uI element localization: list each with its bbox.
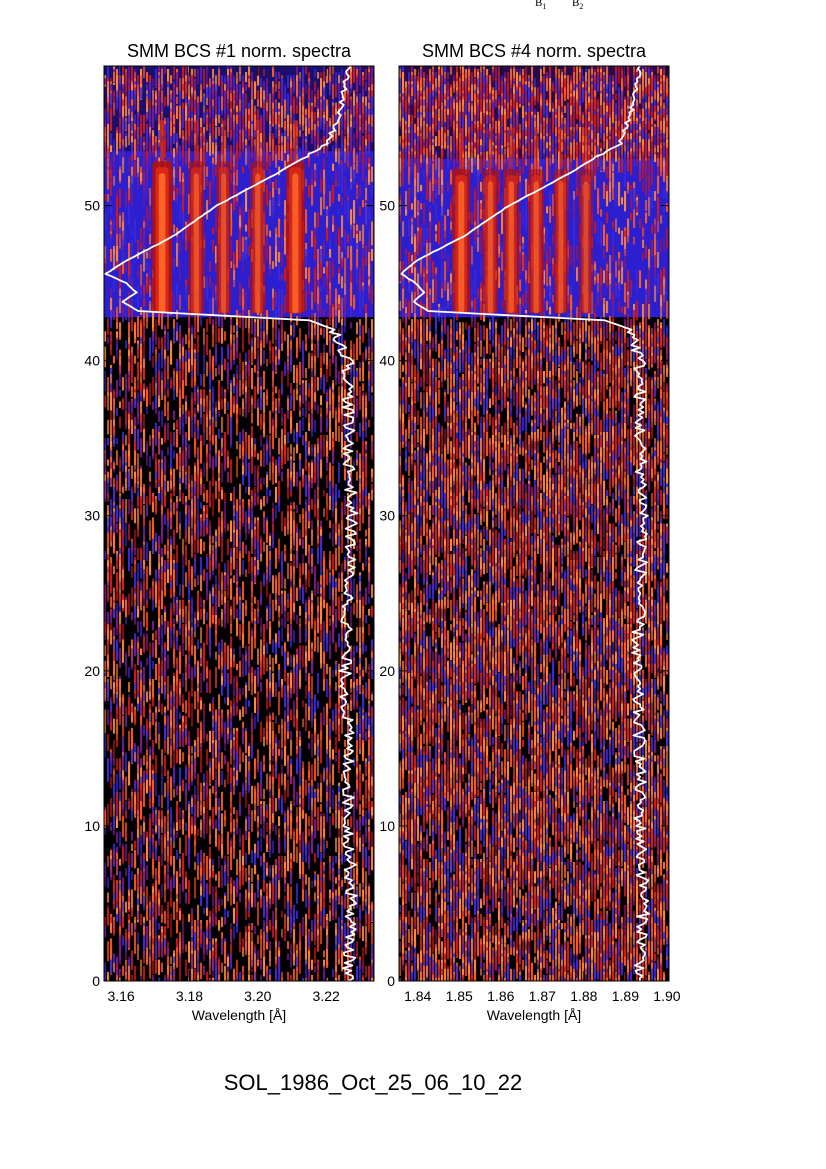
lightcurve-layer: [400, 66, 651, 981]
emission-line-tail: [534, 128, 539, 169]
plot-frame: [103, 65, 375, 982]
top-label-b1: B1: [535, 0, 546, 11]
lightcurve-line: [400, 66, 651, 981]
emission-line: [221, 173, 226, 314]
event-id-footer: SOL_1986_Oct_25_06_10_22: [224, 1070, 522, 1095]
axes: 0 10 20 30 40 50 3.16 3.18 3.20 3.22: [84, 66, 374, 1004]
y-tick-label: 0: [92, 973, 100, 989]
x-tick-label: 1.88: [570, 988, 597, 1004]
x-tick-label: 3.16: [107, 988, 134, 1004]
emission-line-tail: [559, 128, 563, 169]
emission-line-tail: [160, 120, 165, 162]
y-tick-label: 10: [379, 818, 395, 834]
emission-line-tail: [293, 120, 298, 162]
panel-bcs4: SMM BCS #4 norm. spectra 0 10 20 30 40 50 1.84…: [379, 41, 680, 1023]
emission-line: [458, 181, 465, 314]
y-tick-label: 50: [84, 198, 100, 214]
y-tick-label: 30: [84, 508, 100, 524]
emission-line-tail: [255, 120, 260, 162]
y-tick-label: 10: [84, 818, 100, 834]
x-tick-label: 1.85: [446, 988, 473, 1004]
y-tick-label: 50: [379, 198, 395, 214]
emission-line-tail: [509, 128, 514, 169]
emission-line: [508, 181, 514, 314]
x-tick-label: 3.22: [313, 988, 340, 1004]
emission-line: [583, 181, 589, 314]
emission-line-tail: [221, 120, 226, 162]
emission-line: [255, 173, 261, 314]
panel-title: SMM BCS #1 norm. spectra: [127, 41, 352, 61]
y-tick-label: 20: [84, 663, 100, 679]
x-tick-label: 3.20: [244, 988, 271, 1004]
y-tick-label: 40: [379, 353, 395, 369]
lightcurve-line: [104, 66, 359, 981]
x-tick-label: 3.18: [176, 988, 203, 1004]
x-tick-label: 1.90: [653, 988, 680, 1004]
x-tick-label: 1.89: [612, 988, 639, 1004]
top-label-b2: B2: [572, 0, 583, 11]
y-tick-label: 20: [379, 663, 395, 679]
emission-line: [292, 173, 299, 314]
y-tick-label: 40: [84, 353, 100, 369]
axes: 0 10 20 30 40 50 1.84 1.85 1.86 1.87 1.88 1.89 1.90: [379, 66, 681, 1004]
y-tick-label: 0: [387, 973, 395, 989]
noise-speckles: [399, 66, 669, 981]
emission-line-tail: [194, 120, 199, 162]
heatmap: [104, 66, 374, 981]
emission-line-tail: [583, 128, 588, 169]
emission-line: [158, 173, 166, 314]
plot-frame: [398, 65, 670, 982]
x-axis-label: Wavelength [Å]: [192, 1007, 286, 1023]
x-axis-label: Wavelength [Å]: [487, 1007, 581, 1023]
emission-line-tail: [459, 128, 464, 169]
emission-line: [533, 181, 539, 314]
emission-line-tail: [488, 128, 493, 169]
emission-line: [487, 181, 494, 314]
lightcurve-layer: [104, 66, 359, 981]
x-tick-label: 1.86: [487, 988, 514, 1004]
emission-line: [193, 173, 199, 314]
x-tick-label: 1.87: [529, 988, 556, 1004]
x-tick-label: 1.84: [404, 988, 431, 1004]
y-tick-label: 30: [379, 508, 395, 524]
panel-title: SMM BCS #4 norm. spectra: [422, 41, 647, 61]
emission-line: [558, 181, 564, 314]
panel-bcs1: SMM BCS #1 norm. spectra 0 10 20 30 40 50 3.16…: [84, 41, 375, 1023]
